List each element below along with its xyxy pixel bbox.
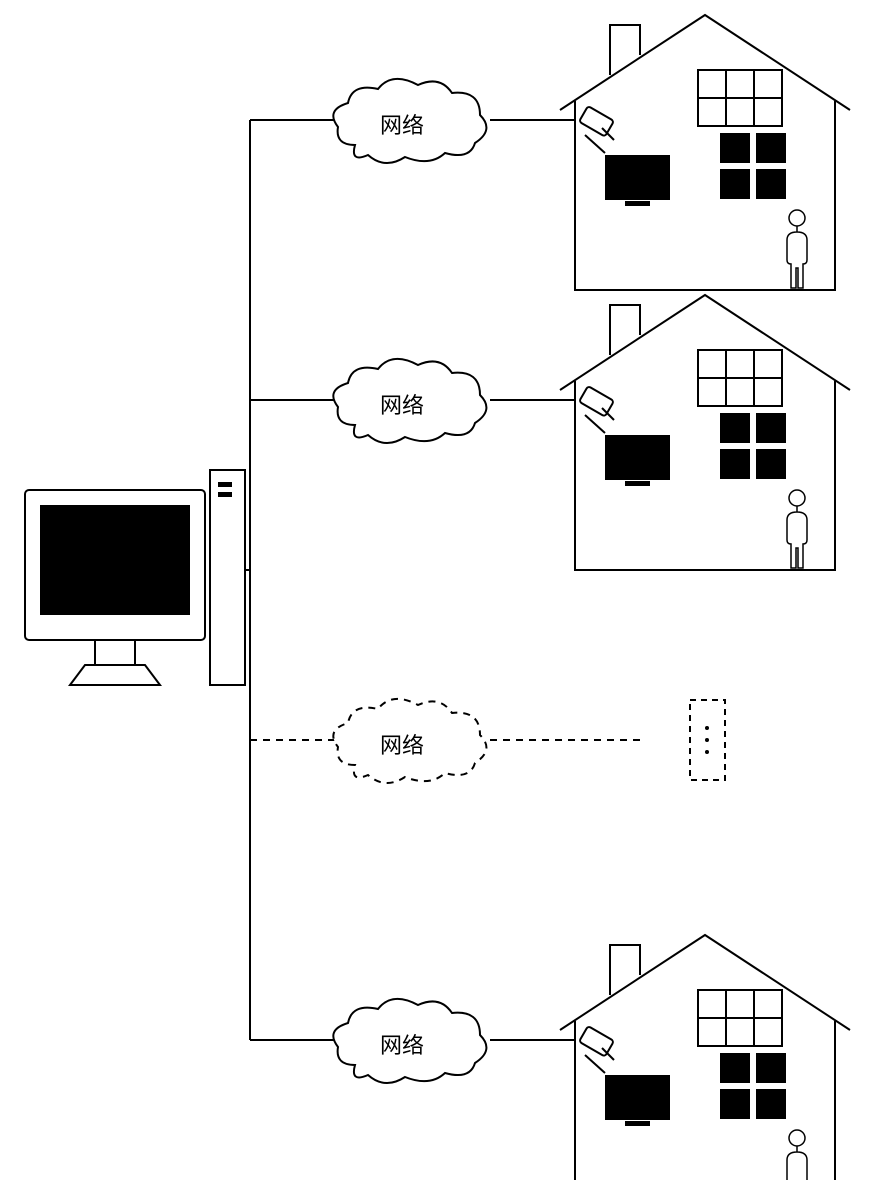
diagram-canvas: [0, 0, 875, 1180]
row-1: [250, 15, 850, 290]
house-icon: [560, 935, 850, 1180]
house-icon: [560, 295, 850, 570]
row-4: [250, 935, 850, 1180]
cloud-label-3: 网络: [380, 728, 424, 760]
row-2: [250, 295, 850, 570]
cloud-label-4: 网络: [380, 1028, 424, 1060]
computer-terminal: [25, 470, 245, 685]
cloud-label-2: 网络: [380, 388, 424, 420]
house-icon: [560, 15, 850, 290]
row-3: [250, 699, 725, 783]
cloud-label-1: 网络: [380, 108, 424, 140]
